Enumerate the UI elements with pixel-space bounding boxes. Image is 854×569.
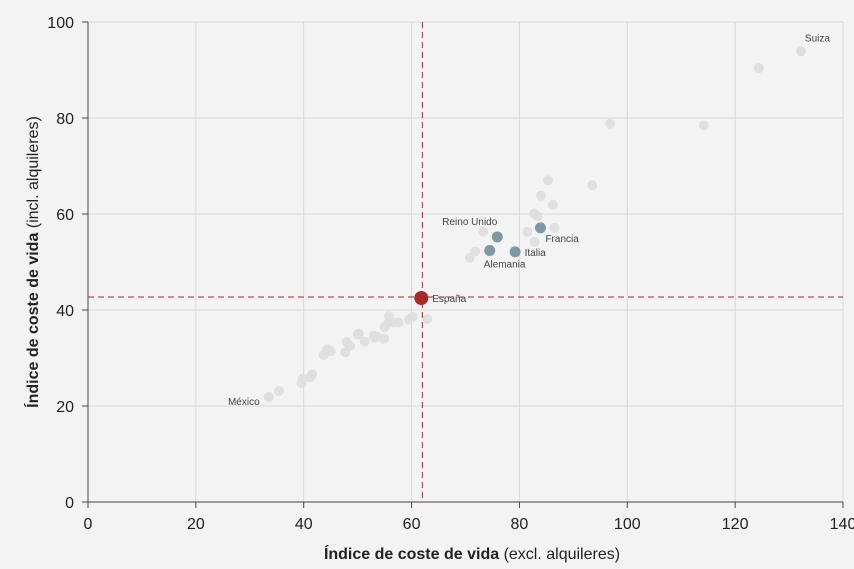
scatter-point — [522, 226, 533, 237]
tick-labels: 0 20 40 60 80 100 120 140 0 20 40 60 80 100 — [47, 15, 854, 533]
scatter-point — [307, 369, 318, 380]
point-label: México — [228, 397, 260, 408]
reference-lines — [88, 22, 843, 502]
scatter-point — [353, 328, 364, 339]
x-tick-label: 80 — [511, 516, 529, 533]
labeled-point — [484, 244, 496, 256]
point-label: Alemania — [484, 259, 526, 270]
scatter-point — [407, 311, 418, 322]
y-axis-title-rest: (incl. alquileres) — [25, 116, 42, 228]
x-axis-title-bold: Índice de coste de vida — [324, 544, 499, 563]
grid-lines — [88, 21, 844, 502]
labeled-point — [795, 46, 806, 57]
y-tick-label: 40 — [56, 303, 74, 320]
scatter-point — [698, 120, 709, 131]
x-tick-label: 60 — [403, 516, 421, 533]
labeled-point — [263, 391, 274, 402]
x-tick-label: 120 — [722, 516, 749, 533]
scatter-point — [273, 386, 284, 397]
scatter-point — [393, 317, 404, 328]
point-label: Italia — [525, 248, 547, 259]
labeled-point — [509, 246, 521, 258]
x-axis-title: Índice de coste de vida (excl. alquilere… — [324, 544, 620, 563]
point-label: Suiza — [805, 33, 830, 44]
x-tick-label: 100 — [614, 516, 641, 533]
scatter-point — [422, 314, 433, 325]
x-axis-title-rest: (excl. alquileres) — [504, 546, 620, 563]
axes — [82, 21, 844, 508]
y-tick-label: 60 — [56, 207, 74, 224]
x-tick-label: 40 — [295, 516, 313, 533]
y-axis-title-bold: Índice de coste de vida — [23, 233, 42, 408]
point-label: Francia — [545, 234, 579, 245]
scatter-point — [536, 190, 546, 201]
scatter-point — [547, 199, 558, 210]
scatter-point — [478, 226, 489, 237]
y-tick-label: 20 — [56, 399, 74, 416]
scatter-point — [379, 333, 390, 344]
x-tick-label: 20 — [187, 516, 205, 533]
y-tick-label: 0 — [65, 495, 74, 512]
scatter-point — [325, 346, 336, 357]
scatter-point — [587, 180, 598, 191]
scatter-point — [549, 222, 560, 233]
scatter-point — [753, 63, 764, 74]
labeled-point — [491, 231, 503, 243]
x-tick-label: 0 — [84, 516, 93, 533]
y-axis-title: Índice de coste de vida (incl. alquilere… — [23, 116, 42, 408]
scatter-point — [532, 211, 543, 222]
scatter-point — [345, 341, 356, 351]
point-label: España — [432, 294, 466, 305]
labeled-point — [534, 222, 546, 234]
x-tick-label: 140 — [830, 516, 854, 533]
scatter-point — [605, 118, 616, 129]
scatter-point — [470, 246, 481, 257]
scatter-point — [359, 336, 370, 347]
scatter-point — [529, 236, 540, 247]
scatter-point — [297, 373, 308, 384]
point-label: Reino Unido — [442, 217, 497, 228]
data-points — [263, 46, 806, 402]
y-tick-label: 80 — [56, 111, 74, 128]
spain-point — [414, 291, 429, 305]
y-tick-label: 100 — [47, 15, 74, 32]
scatter-point — [543, 175, 554, 186]
